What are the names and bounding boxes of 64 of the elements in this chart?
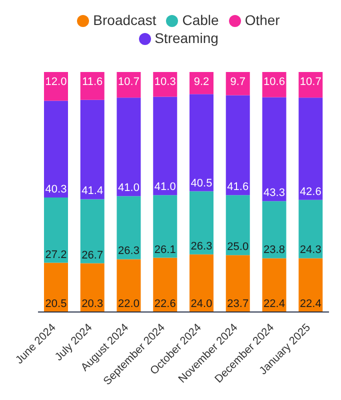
data-label: 22.0	[118, 298, 140, 310]
data-label: 20.3	[82, 298, 104, 310]
bar	[262, 258, 286, 312]
bar	[80, 199, 104, 264]
data-label: 24.0	[190, 298, 212, 310]
data-label: 40.3	[45, 184, 67, 196]
bar	[80, 100, 104, 200]
bar	[226, 195, 250, 256]
bar	[116, 259, 141, 312]
bar	[44, 100, 68, 198]
data-label: 27.2	[45, 248, 67, 261]
legend-label: Other	[244, 12, 280, 28]
bar	[44, 198, 68, 263]
bar	[226, 255, 250, 312]
data-label: 20.5	[45, 298, 67, 310]
bar	[153, 96, 178, 196]
data-label: 26.7	[82, 249, 104, 262]
bar	[262, 97, 286, 202]
data-label: 41.0	[118, 182, 140, 194]
data-label: 22.4	[300, 298, 322, 310]
data-label: 42.6	[300, 186, 322, 198]
bar	[298, 258, 323, 312]
bar	[116, 98, 141, 196]
data-label: 40.5	[190, 177, 212, 190]
bar	[298, 200, 323, 258]
bar	[190, 191, 214, 254]
bar	[190, 254, 214, 312]
bar	[80, 263, 104, 312]
data-label: 26.1	[154, 244, 176, 256]
data-label: 9.2	[194, 76, 210, 88]
data-label: 11.6	[82, 76, 103, 88]
bar	[80, 72, 104, 100]
data-label: 41.4	[82, 185, 104, 198]
bar	[116, 196, 141, 260]
data-label: 10.6	[264, 76, 285, 88]
data-label: 25.0	[227, 241, 249, 254]
bar	[190, 94, 214, 192]
legend-label: Cable	[182, 12, 219, 28]
data-label: 43.3	[264, 187, 285, 200]
bar	[44, 262, 68, 312]
data-label: 24.3	[300, 244, 322, 256]
data-label: 41.6	[227, 181, 249, 194]
bar	[153, 258, 178, 312]
data-label: 23.8	[264, 244, 285, 256]
data-label: 22.4	[264, 298, 285, 310]
data-label: 12.0	[45, 76, 67, 88]
bar	[190, 72, 214, 94]
data-label: 41.0	[154, 181, 176, 194]
data-label: 26.3	[190, 240, 212, 252]
data-label: 10.7	[118, 76, 140, 88]
bar	[226, 72, 250, 96]
data-label: 9.7	[230, 76, 246, 88]
data-label: 10.3	[154, 76, 176, 88]
data-label: 22.6	[154, 298, 176, 310]
bar	[298, 98, 323, 200]
legend-label: Broadcast	[93, 12, 156, 28]
bar	[153, 195, 178, 258]
bar	[262, 201, 286, 258]
bar	[44, 72, 68, 101]
bar	[226, 95, 250, 196]
data-label: 26.3	[118, 245, 140, 258]
data-label: 23.7	[227, 298, 249, 310]
legend-label: Streaming	[154, 30, 218, 46]
data-label: 10.7	[300, 76, 322, 88]
